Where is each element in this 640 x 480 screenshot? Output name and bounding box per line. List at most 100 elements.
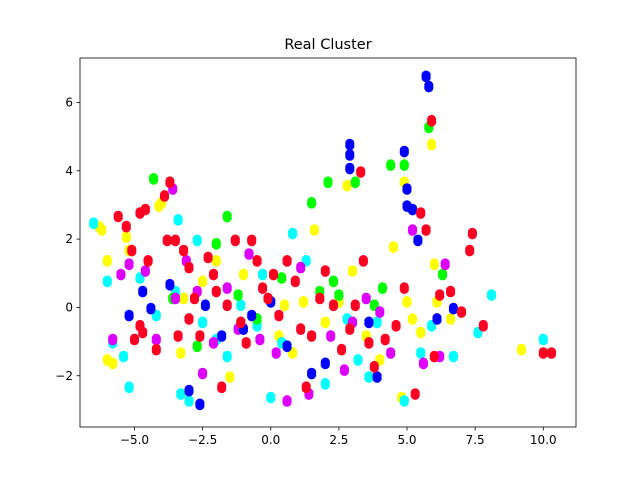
point-cyan-24-trail [353, 356, 363, 366]
y-tick-label: 4 [65, 164, 73, 178]
point-magenta-9-trail [198, 370, 208, 380]
point-green-11-trail [328, 278, 339, 288]
point-blue-5-trail [195, 401, 205, 411]
series-yellow [94, 138, 527, 404]
point-red-20-trail [203, 254, 213, 264]
point-yellow-1-trail [97, 226, 107, 236]
point-red-47-trail [364, 339, 374, 349]
point-green-7-trail [277, 274, 287, 284]
point-cyan-5-trail [135, 274, 145, 284]
point-green-5-trail [233, 291, 243, 301]
point-magenta-14-trail [255, 336, 265, 346]
data-points [89, 70, 557, 411]
point-magenta-15-trail [271, 349, 281, 359]
y-tick-label: 6 [65, 95, 73, 109]
point-red-62-trail [478, 322, 488, 332]
point-yellow-9-trail [176, 349, 186, 359]
point-red-34-trail [282, 257, 292, 267]
x-tick-label: −5.0 [120, 433, 149, 447]
point-red-32-trail [268, 271, 279, 281]
point-red-14-trail [179, 247, 189, 257]
point-red-31-trail [263, 295, 273, 305]
point-red-6-trail [129, 336, 140, 346]
point-red-25-trail [230, 237, 240, 247]
point-green-10-trail [323, 178, 333, 189]
point-cyan-1-trail [102, 278, 112, 288]
point-green-4-trail [222, 213, 232, 223]
point-red-50-trail [391, 322, 401, 332]
x-tick-label: −2.5 [188, 433, 217, 447]
point-red-53-trail [416, 209, 426, 219]
point-cyan-9-trail [176, 390, 186, 400]
chart-title: Real Cluster [284, 37, 371, 53]
point-green-2-trail [192, 342, 202, 353]
point-blue-4-trail [184, 387, 194, 397]
point-red-23-trail [217, 383, 227, 394]
point-red-26-trail [236, 319, 246, 329]
point-green-13-trail [350, 178, 360, 189]
point-blue-17-trail [364, 319, 374, 329]
point-blue-14-trail [345, 165, 355, 175]
point-cyan-22-trail [320, 380, 330, 390]
point-red-33-trail [274, 312, 284, 322]
point-magenta-10-trail [208, 339, 219, 349]
point-cyan-31-trail [473, 329, 483, 339]
point-cyan-25-trail [364, 373, 374, 383]
point-red-8-trail [143, 257, 153, 267]
x-tick-label: 7.5 [466, 433, 485, 447]
point-magenta-1-trail [116, 271, 126, 281]
point-yellow-4-trail [108, 360, 118, 370]
point-magenta-19-trail [326, 332, 336, 342]
point-yellow-26-trail [388, 243, 398, 253]
point-magenta-4-trail [151, 336, 161, 346]
point-blue-19-trail [399, 148, 409, 158]
point-cyan-8-trail [173, 216, 183, 226]
x-tick-label: 2.5 [329, 433, 348, 447]
point-red-12-trail [162, 237, 172, 247]
point-yellow-32-trail [427, 141, 437, 151]
point-red-61-trail [465, 247, 475, 257]
point-yellow-12-trail [211, 257, 221, 267]
x-tick-label: 5.0 [397, 433, 416, 447]
point-yellow-35-trail [446, 315, 456, 325]
point-yellow-29-trail [402, 298, 412, 308]
point-red-43-trail [345, 325, 355, 335]
point-cyan-32-trail [486, 291, 497, 301]
point-red-40-trail [320, 267, 330, 277]
point-red-54-trail [421, 226, 431, 236]
point-magenta-25-trail [407, 226, 418, 236]
x-tick-label: 10.0 [530, 433, 557, 447]
point-cyan-16-trail [252, 322, 262, 332]
point-blue-26-trail [432, 315, 442, 325]
point-yellow-13-trail [225, 373, 235, 383]
point-magenta-26-trail [418, 360, 428, 370]
point-blue-0-trail [124, 312, 134, 322]
point-magenta-2-trail [124, 260, 134, 271]
point-magenta-0-trail [108, 336, 118, 346]
point-cyan-6-trail [151, 312, 161, 322]
point-green-17-trail [399, 161, 409, 171]
point-magenta-20-trail [339, 366, 349, 376]
point-yellow-23-trail [347, 267, 358, 277]
point-red-46-trail [358, 257, 368, 267]
point-yellow-18-trail [298, 298, 309, 308]
point-blue-23-trail [413, 237, 423, 247]
point-red-35-trail [290, 278, 300, 288]
y-axis-ticks: −2 0 2 4 6 [55, 95, 80, 383]
point-red-57-trail [435, 291, 445, 301]
point-yellow-19-trail [309, 226, 319, 236]
point-yellow-17-trail [288, 349, 298, 359]
point-blue-1-trail [138, 288, 148, 298]
point-red-18-trail [189, 295, 200, 305]
point-blue-27-trail [448, 305, 458, 315]
point-blue-24-trail [421, 73, 431, 83]
point-red-60-trail [467, 230, 477, 240]
point-magenta-3-trail [140, 267, 150, 277]
point-red-1-trail [121, 223, 131, 233]
point-red-13-trail [170, 237, 180, 247]
point-yellow-22-trail [342, 182, 352, 192]
point-cyan-30-trail [448, 353, 458, 363]
point-blue-18-trail [372, 373, 382, 383]
point-cyan-33-trail [538, 336, 548, 346]
